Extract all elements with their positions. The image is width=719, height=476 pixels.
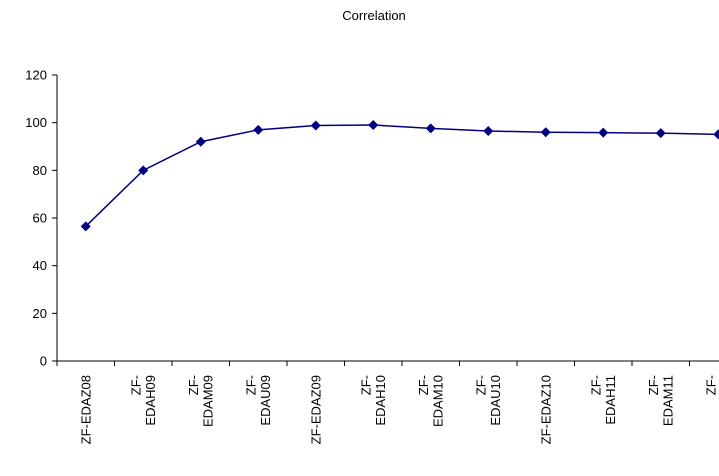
x-tick-label: ZF- EDAH09 <box>129 375 159 426</box>
x-tick-label-line: EDAU10 <box>488 375 503 426</box>
axes <box>56 75 719 362</box>
x-tick-label: ZF- EDAU09 <box>244 375 274 426</box>
data-point-marker <box>540 127 551 138</box>
y-tick-label: 0 <box>40 354 47 369</box>
x-tick-label-line: EDAU09 <box>258 375 273 426</box>
x-tick-label-line: ZF-EDAZ09 <box>308 375 323 444</box>
x-tick-label: ZF-EDAZ10 <box>538 375 553 444</box>
x-tick-label-line: ZF- <box>244 375 259 395</box>
data-point-marker <box>195 136 206 147</box>
x-tick-label-line: ZF- <box>474 375 489 395</box>
series-group <box>80 120 719 232</box>
data-point-marker <box>138 165 149 176</box>
x-tick-label: ZF-EDAU11 <box>704 375 719 425</box>
x-tick-label-line: EDAM11 <box>661 375 676 426</box>
x-tick-labels: ZF-EDAZ08 ZF- EDAH09 ZF- EDAM09 ZF- EDAU09 ZF-E… <box>56 361 719 444</box>
y-tick-label: 80 <box>33 163 47 178</box>
data-point-marker <box>80 221 91 232</box>
x-tick-label: ZF- EDAU10 <box>474 375 504 426</box>
chart-title: Correlation <box>342 8 406 23</box>
x-tick-label-line: ZF- <box>704 375 719 395</box>
x-tick-label-line: ZF-EDAZ08 <box>78 375 93 444</box>
data-point-marker <box>368 120 379 131</box>
x-tick-label: ZF-EDAZ08 <box>78 375 93 444</box>
x-tick-label-line: ZF- <box>129 375 144 395</box>
y-tick-label: 100 <box>25 115 47 130</box>
x-tick-label-line: EDAH10 <box>373 375 388 426</box>
x-tick-label: ZF- EDAM10 <box>416 375 446 427</box>
x-tick-label-line: ZF- <box>359 375 374 395</box>
x-tick-label-line: ZF- <box>416 375 431 395</box>
data-point-marker <box>253 124 264 135</box>
x-tick-label-line: ZF- <box>646 375 661 395</box>
x-tick-label: ZF-EDAZ09 <box>308 375 323 444</box>
y-tick-label: 20 <box>33 306 47 321</box>
x-tick-label-line: EDAH09 <box>143 375 158 426</box>
x-tick-label-line: EDAM09 <box>201 375 216 427</box>
x-tick-label: ZF- EDAM11 <box>646 375 676 426</box>
x-tick-label-line: EDAH11 <box>603 375 618 425</box>
x-tick-label: ZF- EDAM09 <box>186 375 216 427</box>
data-point-marker <box>483 126 494 137</box>
data-point-marker <box>598 127 609 138</box>
data-point-marker <box>655 128 666 139</box>
x-tick-label-line: ZF-EDAZ10 <box>538 375 553 444</box>
data-point-marker <box>713 129 719 140</box>
y-tick-label: 60 <box>33 211 47 226</box>
y-tick-label: 120 <box>25 68 47 83</box>
x-tick-label-line: EDAM10 <box>431 375 446 427</box>
x-tick-label-line: ZF- <box>589 375 604 395</box>
series-line <box>85 124 719 227</box>
y-tick-label: 40 <box>33 258 47 273</box>
data-point-marker <box>425 123 436 134</box>
x-tick-label-line: ZF- <box>186 375 201 395</box>
x-tick-label: ZF- EDAH11 <box>589 375 619 425</box>
y-tick-labels: 0 20 40 60 80 100 120 <box>25 68 57 369</box>
x-tick-label: ZF- EDAH10 <box>359 375 389 426</box>
data-point-marker <box>310 120 321 131</box>
